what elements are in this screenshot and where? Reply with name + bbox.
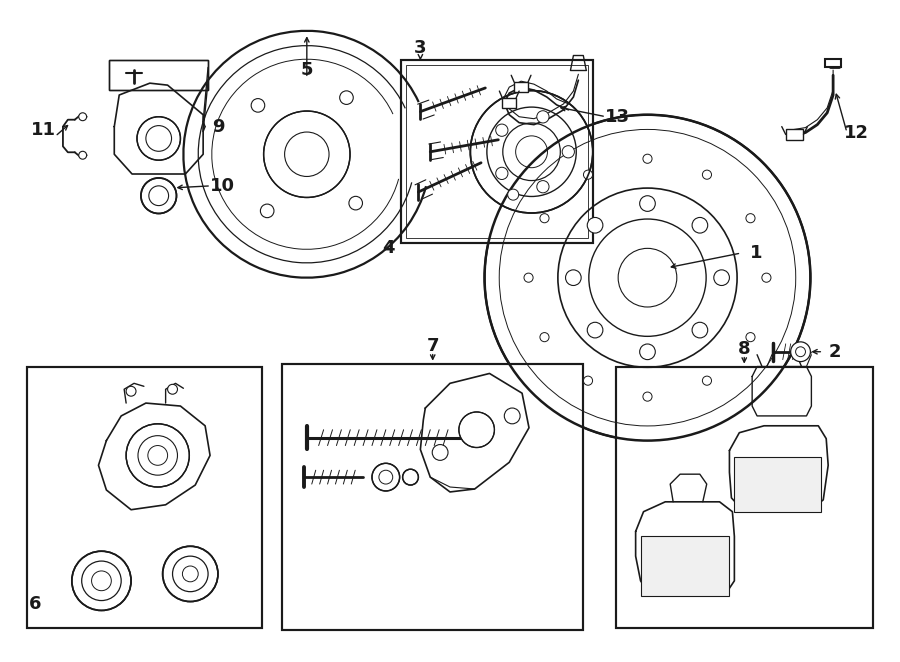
Circle shape <box>72 551 131 610</box>
Circle shape <box>536 111 549 123</box>
Circle shape <box>372 463 400 491</box>
Circle shape <box>702 170 712 179</box>
Circle shape <box>643 154 652 164</box>
Circle shape <box>484 115 810 441</box>
Text: 3: 3 <box>414 38 427 57</box>
Circle shape <box>540 332 549 342</box>
Circle shape <box>587 322 603 338</box>
Circle shape <box>508 189 518 200</box>
Bar <box>27 367 263 628</box>
Bar <box>734 457 822 512</box>
Circle shape <box>349 197 363 210</box>
Circle shape <box>540 214 549 223</box>
Circle shape <box>496 167 508 179</box>
Circle shape <box>264 111 350 197</box>
Circle shape <box>260 204 274 218</box>
Text: 2: 2 <box>829 343 842 361</box>
Bar <box>641 536 729 596</box>
Bar <box>406 66 589 238</box>
Circle shape <box>163 546 218 602</box>
Circle shape <box>126 387 136 396</box>
Circle shape <box>524 273 533 282</box>
Circle shape <box>167 385 177 394</box>
Bar <box>616 367 873 628</box>
Circle shape <box>137 117 180 160</box>
Circle shape <box>565 270 581 285</box>
Circle shape <box>536 181 549 193</box>
Text: 4: 4 <box>382 239 395 257</box>
Text: 6: 6 <box>29 594 41 612</box>
Circle shape <box>141 178 176 214</box>
Circle shape <box>587 217 603 233</box>
FancyBboxPatch shape <box>502 98 517 108</box>
Circle shape <box>496 124 508 136</box>
Circle shape <box>643 392 652 401</box>
Bar <box>109 60 208 90</box>
Bar <box>109 60 208 90</box>
Text: 7: 7 <box>427 337 439 355</box>
Circle shape <box>640 196 655 211</box>
Circle shape <box>692 217 707 233</box>
Text: 11: 11 <box>31 120 56 138</box>
FancyBboxPatch shape <box>786 128 804 140</box>
Circle shape <box>126 424 189 487</box>
Bar <box>27 367 263 628</box>
Bar <box>282 363 583 630</box>
Text: 1: 1 <box>750 244 762 262</box>
Circle shape <box>692 322 707 338</box>
Circle shape <box>702 376 712 385</box>
Circle shape <box>402 469 418 485</box>
Circle shape <box>640 344 655 359</box>
Circle shape <box>746 214 755 223</box>
Circle shape <box>459 412 494 448</box>
Text: 12: 12 <box>844 124 869 142</box>
Circle shape <box>583 376 592 385</box>
Wedge shape <box>184 31 426 277</box>
Bar <box>825 60 841 68</box>
Circle shape <box>78 152 86 159</box>
Circle shape <box>746 332 755 342</box>
Circle shape <box>251 99 265 112</box>
Bar <box>400 60 593 243</box>
Text: 10: 10 <box>211 177 236 195</box>
Circle shape <box>714 270 729 285</box>
Text: 5: 5 <box>301 62 313 79</box>
Circle shape <box>504 408 520 424</box>
Bar <box>400 60 593 243</box>
Circle shape <box>562 146 574 158</box>
FancyBboxPatch shape <box>514 82 528 92</box>
Circle shape <box>432 445 448 460</box>
Circle shape <box>762 273 771 282</box>
Circle shape <box>471 91 593 213</box>
Text: 13: 13 <box>606 108 630 126</box>
Bar <box>616 367 873 628</box>
Bar <box>282 363 583 630</box>
Text: 9: 9 <box>212 118 224 136</box>
Circle shape <box>791 342 810 361</box>
Circle shape <box>583 170 592 179</box>
Circle shape <box>339 91 354 105</box>
Text: 8: 8 <box>738 340 751 357</box>
Circle shape <box>78 113 86 120</box>
